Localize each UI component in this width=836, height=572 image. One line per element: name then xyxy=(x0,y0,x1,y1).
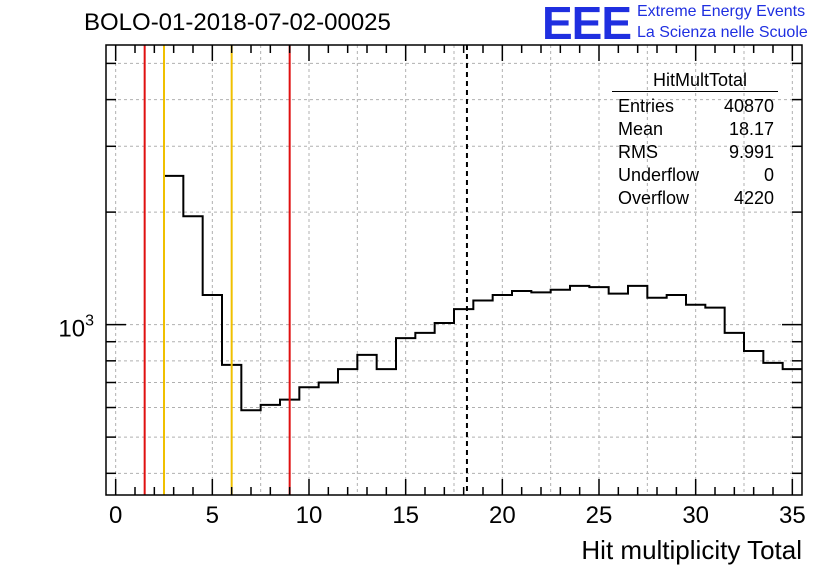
stats-row: Entries 40870 xyxy=(612,95,778,118)
eee-logo: EEE xyxy=(542,0,632,49)
x-tick-label: 30 xyxy=(682,502,709,529)
stats-value: 0 xyxy=(763,165,774,185)
histogram-line xyxy=(163,174,802,495)
stats-row: RMS 9.991 xyxy=(612,141,778,164)
stats-label: Mean xyxy=(618,119,664,139)
histogram xyxy=(163,174,802,495)
axis-ticks: 0 5 10 15 20 25 30 35 103 xyxy=(58,45,806,529)
stats-row: Underflow 0 xyxy=(612,164,778,187)
x-tick-label: 15 xyxy=(392,502,419,529)
stats-row: Overflow 4220 xyxy=(612,187,778,210)
x-tick-label: 25 xyxy=(586,502,613,529)
plot-frame xyxy=(105,44,803,496)
stats-label: RMS xyxy=(618,142,658,162)
y-tick-label: 103 xyxy=(58,313,94,343)
stats-label: Overflow xyxy=(618,188,690,208)
stats-value: 4220 xyxy=(733,188,774,208)
stats-value: 40870 xyxy=(723,96,774,116)
stats-label: Underflow xyxy=(618,165,700,185)
stats-box: HitMultTotal Entries 40870 Mean 18.17 RMS 9.9… xyxy=(612,70,778,210)
stats-title: HitMultTotal xyxy=(612,70,778,92)
x-axis-label: Hit multiplicity Total xyxy=(581,535,802,565)
stats-value: 18.17 xyxy=(728,119,774,139)
x-tick-label: 35 xyxy=(779,502,806,529)
logo-line-1: Extreme Energy Events xyxy=(637,3,806,20)
x-tick-label: 5 xyxy=(206,502,219,529)
logo-line-2: La Scienza nelle Scuole xyxy=(637,24,808,41)
chart-title: BOLO-01-2018-07-02-00025 xyxy=(84,9,391,36)
marker-lines xyxy=(143,45,468,495)
x-tick-label: 0 xyxy=(109,502,122,529)
stats-row: Mean 18.17 xyxy=(612,118,778,141)
x-tick-label: 20 xyxy=(489,502,516,529)
stats-value: 9.991 xyxy=(728,142,774,162)
x-tick-label: 10 xyxy=(296,502,323,529)
stats-label: Entries xyxy=(618,96,675,116)
